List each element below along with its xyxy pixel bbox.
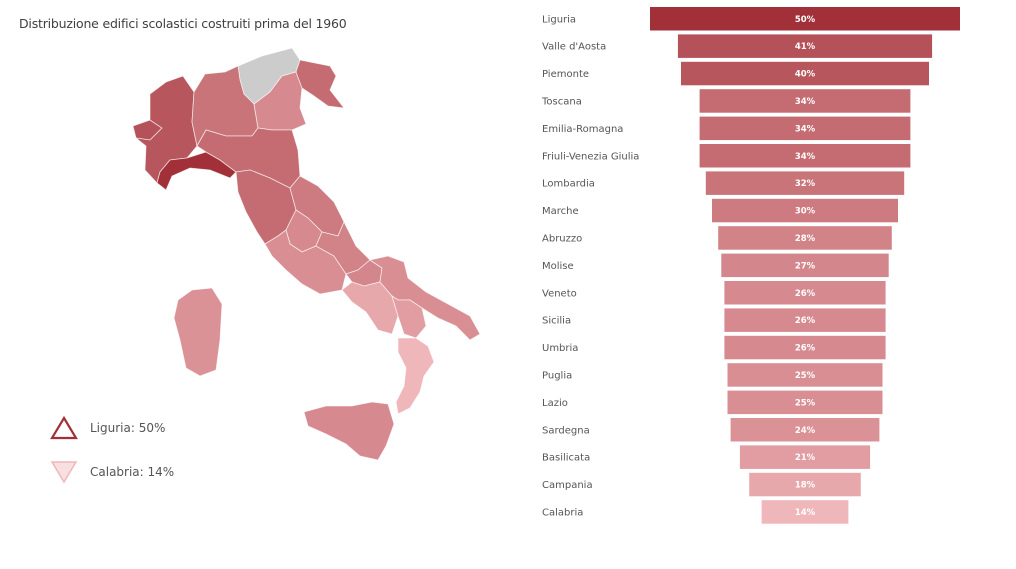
- funnel-bar[interactable]: [730, 418, 880, 442]
- category-label: Campania: [542, 480, 593, 491]
- data-label: 21%: [795, 453, 816, 463]
- data-label: 25%: [795, 371, 816, 381]
- funnel-bar[interactable]: [724, 281, 886, 305]
- funnel-bar[interactable]: [712, 198, 898, 223]
- category-label: Umbria: [542, 343, 578, 354]
- funnel-bar[interactable]: [699, 89, 911, 113]
- funnel-bar[interactable]: [681, 61, 929, 86]
- category-label: Emilia-Romagna: [542, 124, 623, 135]
- funnel-bar[interactable]: [699, 144, 911, 168]
- data-label: 34%: [795, 97, 816, 107]
- map-region[interactable]: [295, 59, 345, 109]
- data-label: 27%: [795, 261, 816, 271]
- category-label: Calabria: [542, 508, 583, 519]
- data-label: 26%: [795, 344, 816, 354]
- funnel-bar[interactable]: [761, 500, 849, 524]
- funnel-bar[interactable]: [739, 445, 871, 469]
- funnel-bar[interactable]: [699, 116, 911, 141]
- category-label: Molise: [542, 261, 574, 272]
- map-panel: Distribuzione edifici scolastici costrui…: [19, 16, 481, 484]
- map-region[interactable]: [368, 255, 481, 341]
- category-label: Sicilia: [542, 316, 571, 327]
- triangle-down-icon: [50, 461, 78, 484]
- funnel-bar[interactable]: [705, 171, 905, 195]
- funnel-bar[interactable]: [650, 7, 960, 31]
- data-label: 26%: [795, 316, 816, 326]
- category-label: Basilicata: [542, 453, 590, 464]
- funnel-bar[interactable]: [749, 472, 861, 497]
- data-label: 26%: [795, 289, 816, 299]
- legend-min: Calabria: 14%: [50, 460, 174, 484]
- map-region[interactable]: [303, 401, 395, 461]
- data-label: 18%: [795, 481, 816, 491]
- category-label: Veneto: [542, 288, 577, 299]
- category-label: Lazio: [542, 398, 568, 409]
- category-label: Friuli-Venezia Giulia: [542, 151, 639, 162]
- funnel-bar[interactable]: [724, 335, 886, 360]
- map-region[interactable]: [391, 295, 427, 339]
- category-label: Lombardia: [542, 179, 595, 190]
- map-region[interactable]: [173, 287, 223, 377]
- category-label: Marche: [542, 206, 579, 217]
- data-label: 41%: [795, 42, 816, 52]
- category-label: Puglia: [542, 370, 572, 381]
- map-region[interactable]: [196, 127, 301, 189]
- category-label: Liguria: [542, 14, 576, 25]
- data-label: 24%: [795, 426, 816, 436]
- funnel-bar[interactable]: [727, 363, 883, 387]
- funnel-bar[interactable]: [727, 390, 883, 415]
- data-label: 30%: [795, 207, 816, 217]
- data-label: 14%: [795, 508, 816, 518]
- funnel-bar[interactable]: [718, 226, 892, 250]
- italy-choropleth-map: [132, 47, 481, 461]
- data-label: 50%: [795, 15, 816, 25]
- data-label: 40%: [795, 70, 816, 80]
- funnel-chart: Liguria Valle d'Aosta Piemonte Toscana Emili…: [541, 7, 960, 524]
- category-label: Valle d'Aosta: [542, 42, 606, 53]
- chart-title: Distribuzione edifici scolastici costrui…: [19, 16, 347, 31]
- map-region[interactable]: [395, 337, 435, 415]
- category-label: Toscana: [541, 96, 582, 107]
- legend-max: Liguria: 50%: [50, 416, 165, 440]
- data-label: 34%: [795, 124, 816, 134]
- funnel-bar[interactable]: [721, 253, 889, 278]
- data-label: 28%: [795, 234, 816, 244]
- category-label: Piemonte: [542, 69, 589, 80]
- category-label: Sardegna: [542, 425, 590, 436]
- legend-max-label: Liguria: 50%: [90, 421, 166, 435]
- funnel-bar[interactable]: [724, 308, 886, 332]
- triangle-up-icon: [50, 416, 78, 440]
- funnel-bar[interactable]: [677, 34, 933, 58]
- data-label: 34%: [795, 152, 816, 162]
- category-label: Abruzzo: [542, 233, 582, 244]
- legend-min-label: Calabria: 14%: [90, 465, 175, 479]
- data-label: 32%: [795, 179, 816, 189]
- data-label: 25%: [795, 398, 816, 408]
